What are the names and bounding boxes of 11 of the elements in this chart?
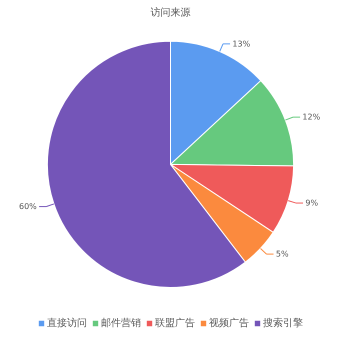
- data-label: 5%: [276, 250, 289, 259]
- legend-label: 视频广告: [209, 316, 249, 330]
- data-label: 60%: [18, 202, 38, 212]
- data-label: 12%: [302, 112, 321, 122]
- legend-label: 邮件营销: [101, 316, 141, 330]
- legend-label: 直接访问: [47, 316, 87, 330]
- legend-label: 联盟广告: [155, 316, 195, 330]
- chart-title: 访问来源: [150, 6, 190, 18]
- data-label: 13%: [232, 39, 251, 48]
- legend-label: 搜索引擎: [263, 316, 303, 330]
- data-label: 9%: [305, 198, 318, 208]
